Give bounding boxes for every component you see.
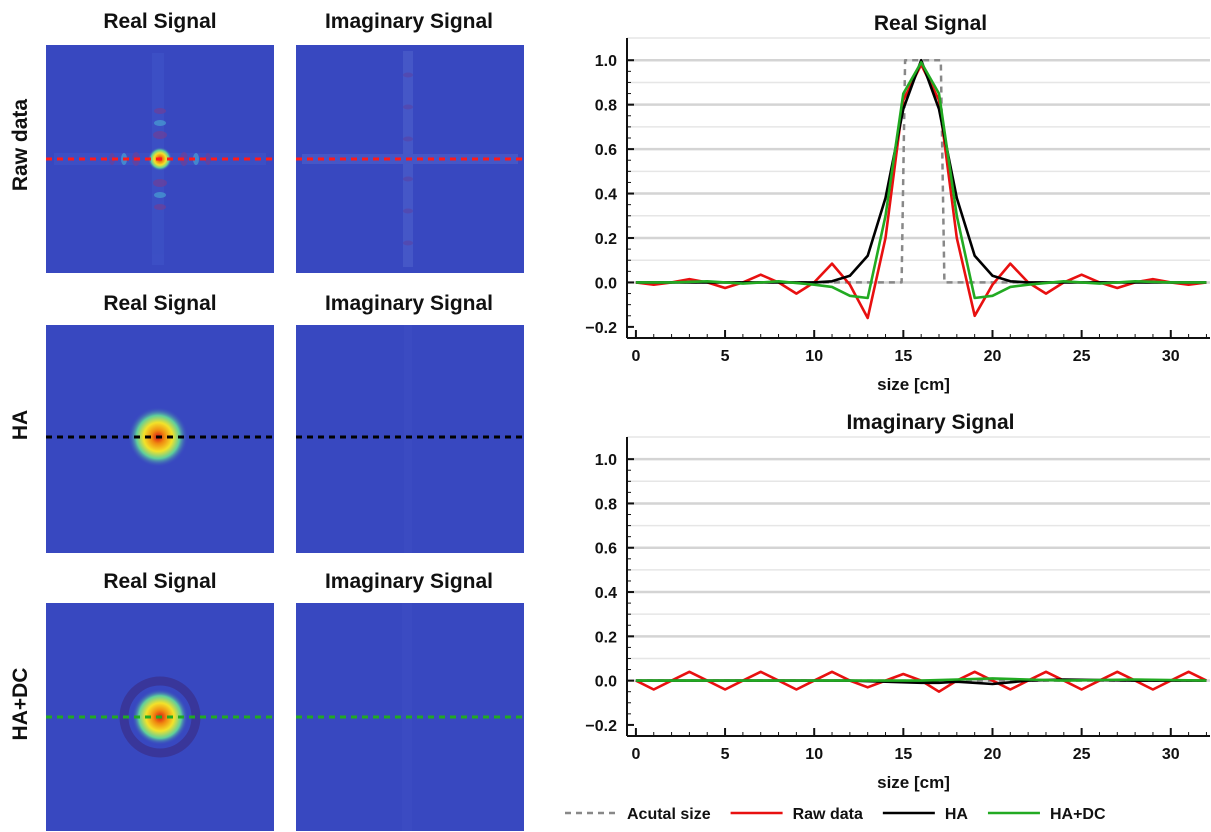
- x-tick-label: 25: [1073, 348, 1091, 365]
- col-title-imag-row3: Imaginary Signal: [324, 570, 494, 593]
- x-tick-label: 25: [1073, 746, 1091, 763]
- y-tick-label: −0.2: [585, 718, 617, 735]
- col-title-imag-row2: Imaginary Signal: [324, 292, 494, 315]
- x-tick-label: 5: [721, 348, 730, 365]
- chart-real-signal: −0.2 0.0 0.2 0.4 0.6 0.8 1.0 0 5 10 15 20 25 30 Real S…: [585, 12, 1210, 394]
- chart-title: Imaginary Signal: [846, 411, 1014, 434]
- x-tick-label: 15: [894, 348, 912, 365]
- col-title-real-row1: Real Signal: [103, 10, 217, 33]
- legend-label: Acutal size: [627, 806, 711, 823]
- chart-imag-signal: −0.2 0.0 0.2 0.4 0.6 0.8 1.0 0 5 10 15 20 25 30 Imagin…: [585, 411, 1210, 792]
- x-tick-label: 0: [631, 348, 640, 365]
- hadc-real-image: [46, 603, 274, 831]
- x-axis-label: size [cm]: [877, 773, 950, 792]
- x-tick-label: 30: [1162, 746, 1180, 763]
- y-tick-label: 1.0: [595, 452, 617, 469]
- y-tick-label: −0.2: [585, 320, 617, 337]
- x-tick-label: 10: [805, 348, 823, 365]
- x-tick-label: 0: [631, 746, 640, 763]
- raw-real-image: [46, 45, 274, 273]
- series-line-raw-data: [635, 63, 1207, 320]
- y-tick-label: 0.0: [595, 275, 617, 292]
- y-tick-label: 0.0: [595, 674, 617, 691]
- x-axis-label: size [cm]: [877, 375, 950, 394]
- x-tick-label: 5: [721, 746, 730, 763]
- hadc-imag-image: [296, 603, 524, 831]
- chart-title: Real Signal: [874, 12, 987, 35]
- series-line-ha-dc: [635, 61, 1207, 300]
- legend-label: HA: [945, 806, 969, 823]
- series-line-acutal-size: [635, 58, 1207, 284]
- y-tick-label: 0.2: [595, 231, 617, 248]
- series-line-ha-dc: [635, 677, 1207, 682]
- y-tick-label: 0.6: [595, 541, 617, 558]
- ha-real-image: [46, 325, 274, 553]
- x-tick-label: 10: [805, 746, 823, 763]
- x-tick-label: 20: [984, 746, 1002, 763]
- x-tick-label: 30: [1162, 348, 1180, 365]
- legend-label: Raw data: [793, 806, 863, 823]
- raw-imag-image: [296, 45, 524, 273]
- y-tick-label: 0.8: [595, 98, 617, 115]
- col-title-real-row2: Real Signal: [103, 292, 217, 315]
- x-tick-label: 20: [984, 348, 1002, 365]
- y-tick-label: 0.4: [595, 585, 617, 602]
- col-title-imag-row1: Imaginary Signal: [324, 10, 494, 33]
- ha-imag-image: [296, 325, 524, 553]
- series-line-ha: [635, 58, 1207, 284]
- y-tick-label: 0.8: [595, 496, 617, 513]
- y-tick-label: 0.2: [595, 629, 617, 646]
- y-tick-label: 0.4: [595, 187, 617, 204]
- y-tick-label: 0.6: [595, 142, 617, 159]
- legend-label: HA+DC: [1050, 806, 1106, 823]
- y-tick-label: 1.0: [595, 53, 617, 70]
- x-tick-label: 15: [894, 746, 912, 763]
- legend: Acutal size Raw data HA HA+DC: [565, 806, 1106, 823]
- col-title-real-row3: Real Signal: [103, 570, 217, 593]
